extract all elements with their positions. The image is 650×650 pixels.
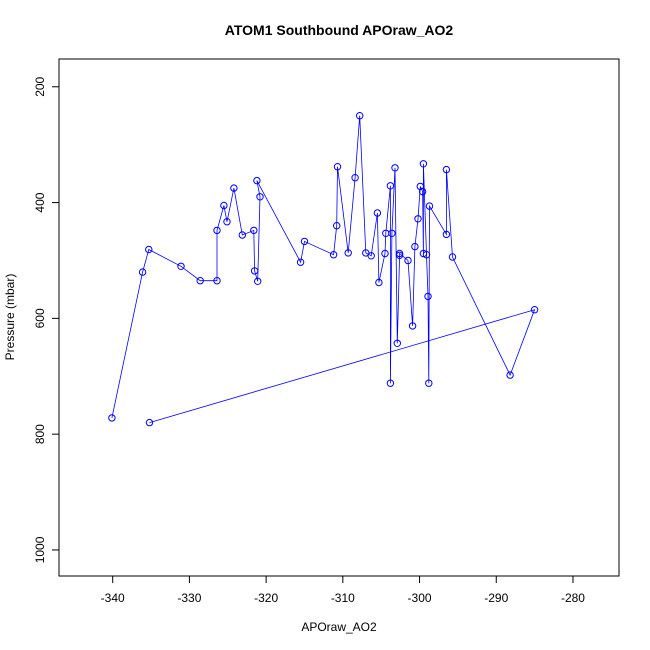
data-point xyxy=(373,209,382,217)
data-point xyxy=(250,226,258,235)
data-point xyxy=(391,164,399,172)
data-point xyxy=(256,193,264,201)
data-point xyxy=(333,222,341,230)
data-point xyxy=(329,251,338,259)
data-point xyxy=(253,176,261,185)
data-point xyxy=(418,187,427,196)
data-point xyxy=(177,262,185,270)
data-point xyxy=(506,371,514,379)
data-point xyxy=(424,292,432,301)
x-tick-label: -290 xyxy=(484,591,508,605)
series-line xyxy=(111,115,536,423)
series-points xyxy=(108,112,539,427)
data-point xyxy=(381,249,389,258)
data-point xyxy=(300,237,309,246)
data-point xyxy=(250,267,259,275)
data-point xyxy=(351,174,359,182)
data-point xyxy=(145,245,153,254)
chart-title: ATOM1 Southbound APOraw_AO2 xyxy=(225,22,454,38)
series-lines xyxy=(111,115,536,423)
data-point xyxy=(220,201,228,210)
data-point xyxy=(386,182,395,190)
x-tick-label: -310 xyxy=(331,591,355,605)
x-axis: -340 -330 -320 -310 -300 -290 -280 xyxy=(101,575,585,605)
x-tick-label: -280 xyxy=(561,591,585,605)
plot-frame xyxy=(58,58,620,577)
data-point xyxy=(442,165,451,174)
data-point xyxy=(145,418,154,427)
data-point xyxy=(448,253,457,261)
data-point xyxy=(530,306,539,314)
data-point xyxy=(333,163,342,171)
data-point xyxy=(404,256,412,265)
data-point xyxy=(395,249,404,258)
data-point xyxy=(442,230,451,239)
data-point xyxy=(254,277,262,285)
y-tick-label: 400 xyxy=(33,192,47,212)
x-axis-label: APOraw_AO2 xyxy=(301,620,377,634)
x-tick-label: -320 xyxy=(254,591,278,605)
data-point xyxy=(386,379,395,387)
data-point xyxy=(422,251,431,259)
data-point xyxy=(419,160,428,168)
data-point xyxy=(425,379,433,387)
y-tick-label: 800 xyxy=(33,424,47,444)
y-axis: 200 400 600 800 1000 xyxy=(33,76,60,563)
data-point xyxy=(356,112,364,120)
data-point xyxy=(344,249,352,257)
data-point xyxy=(388,229,396,238)
y-tick-label: 600 xyxy=(33,308,47,328)
data-point xyxy=(213,226,221,235)
data-point xyxy=(425,202,434,210)
y-tick-label: 200 xyxy=(33,76,47,96)
data-point xyxy=(230,184,238,192)
data-point xyxy=(238,231,247,239)
data-point xyxy=(296,258,305,266)
x-tick-label: -300 xyxy=(408,591,432,605)
y-tick-label: 1000 xyxy=(33,536,47,563)
data-point xyxy=(196,277,204,285)
y-axis-label: Pressure (mbar) xyxy=(3,274,17,361)
data-point xyxy=(411,242,419,251)
data-point xyxy=(367,252,375,260)
data-point xyxy=(408,322,417,330)
data-point xyxy=(213,277,221,285)
data-point xyxy=(223,218,231,226)
data-point xyxy=(414,215,422,223)
data-point xyxy=(375,278,383,287)
x-tick-label: -330 xyxy=(177,591,201,605)
x-tick-label: -340 xyxy=(101,591,125,605)
data-point xyxy=(108,414,116,422)
data-point xyxy=(138,268,147,276)
data-point xyxy=(393,339,401,347)
